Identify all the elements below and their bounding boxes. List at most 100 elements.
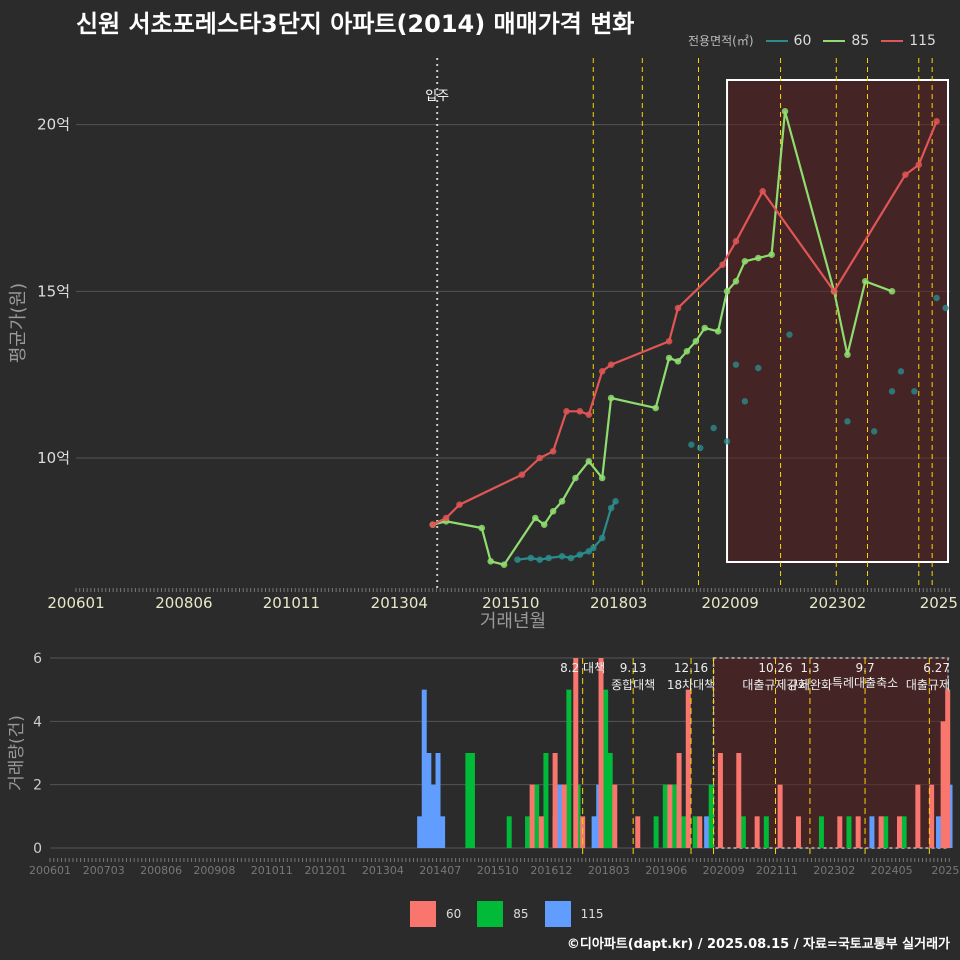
- data-point-85: [478, 524, 486, 532]
- data-point-60: [911, 388, 918, 395]
- bar-x-tick-label: 201803: [588, 864, 630, 877]
- legend-bottom: 60 85 115: [410, 901, 609, 927]
- bar-85: [653, 816, 659, 848]
- legend-label: 60: [793, 32, 812, 49]
- data-point-60: [598, 534, 606, 542]
- bar-60: [552, 753, 558, 848]
- bar-85: [469, 753, 475, 848]
- legend-label: 85: [513, 907, 529, 921]
- policy-label: 6.27: [923, 661, 950, 675]
- data-point-60: [942, 304, 949, 312]
- data-point-85: [781, 108, 789, 115]
- policy-label: 특례대출축소: [832, 676, 898, 690]
- bar-115: [430, 784, 436, 848]
- policy-label: 8.2 대책: [560, 660, 605, 675]
- legend-item-115: 115: [881, 33, 936, 49]
- bar-x-tick-label: 202405: [871, 864, 913, 877]
- legend-swatch: [477, 901, 504, 927]
- bar-y-axis-title: 거래량(건): [7, 715, 27, 791]
- data-point-115: [549, 448, 557, 455]
- bar-85: [465, 753, 471, 848]
- bar-85: [506, 816, 512, 848]
- data-point-60: [567, 554, 575, 562]
- data-point-115: [902, 171, 909, 178]
- bar-x-tick-label: 201304: [362, 864, 404, 877]
- bar-x-tick-label: 2025: [931, 864, 959, 877]
- legend-swatch: [881, 39, 904, 42]
- bar-x-tick-label: 201612: [530, 864, 572, 877]
- x-tick-label: 200601: [47, 594, 104, 612]
- policy-label: 10.26: [758, 661, 792, 675]
- legend-swatch: [410, 901, 436, 927]
- policy-label: 18차대책: [667, 677, 715, 692]
- x-tick-label: 201510: [482, 594, 539, 612]
- bar-60: [855, 816, 861, 848]
- bar-115: [417, 816, 423, 848]
- legend-label: 60: [446, 907, 462, 921]
- data-point-85: [585, 458, 593, 465]
- y-tick-label: 20억: [37, 116, 70, 134]
- bar-x-tick-label: 201510: [477, 864, 519, 877]
- bar-60: [717, 753, 723, 848]
- bar-85: [525, 816, 531, 848]
- data-point-85: [572, 474, 579, 482]
- bar-115: [704, 816, 710, 848]
- bar-x-tick-label: 202111: [756, 864, 798, 877]
- data-point-115: [719, 261, 726, 268]
- x-tick-label: 202009: [702, 594, 759, 612]
- bar-85: [681, 816, 687, 848]
- bar-60: [896, 816, 902, 848]
- y-tick-label: 15억: [37, 282, 70, 300]
- data-point-115: [674, 304, 682, 312]
- policy-label: 대출규제강화: [742, 678, 808, 692]
- move-in-label: 입주: [425, 89, 449, 104]
- data-point-85: [861, 278, 869, 285]
- chart-title: 신원 서초포레스타3단지 아파트(2014) 매매가격 변화: [76, 10, 635, 38]
- bar-115: [435, 753, 441, 848]
- bar-60: [929, 784, 935, 848]
- data-point-115: [536, 454, 544, 462]
- series-line-60: [517, 500, 617, 561]
- bar-60: [878, 816, 884, 848]
- legend-item-60: 60: [410, 901, 461, 927]
- data-point-115: [759, 188, 767, 195]
- data-point-60: [870, 428, 878, 435]
- data-point-85: [714, 328, 722, 335]
- data-point-85: [768, 251, 775, 258]
- data-point-85: [652, 404, 659, 412]
- data-point-60: [786, 331, 793, 338]
- bar-60: [573, 658, 579, 848]
- bar-60: [915, 784, 921, 848]
- data-point-60: [558, 553, 566, 560]
- policy-label: 1.3: [800, 661, 819, 675]
- bar-x-tick-label: 201906: [645, 864, 687, 877]
- data-point-60: [612, 498, 619, 505]
- bar-60: [685, 689, 691, 848]
- bar-85: [543, 753, 549, 848]
- data-point-85: [540, 521, 548, 528]
- bar-y-tick-label: 2: [33, 778, 42, 794]
- bar-115: [591, 816, 597, 848]
- data-point-115: [598, 368, 606, 375]
- series-line-115: [432, 120, 938, 526]
- data-point-60: [688, 441, 695, 448]
- data-point-60: [607, 504, 615, 512]
- data-point-85: [607, 394, 615, 402]
- data-point-85: [692, 338, 700, 345]
- data-point-60: [576, 551, 584, 558]
- data-point-60: [933, 294, 940, 302]
- legend-label: 115: [909, 32, 936, 49]
- bar-60: [837, 816, 843, 848]
- bar-115: [869, 816, 875, 848]
- policy-label: 규제완화: [788, 678, 832, 692]
- bar-60: [940, 721, 946, 848]
- bar-y-tick-label: 0: [33, 841, 42, 857]
- data-point-60: [514, 556, 521, 563]
- data-point-85: [701, 324, 709, 332]
- legend-item-115: 115: [544, 901, 603, 927]
- data-point-85: [549, 508, 557, 515]
- bar-115: [440, 816, 446, 848]
- data-point-115: [442, 514, 450, 522]
- bar-x-tick-label: 201201: [305, 864, 347, 877]
